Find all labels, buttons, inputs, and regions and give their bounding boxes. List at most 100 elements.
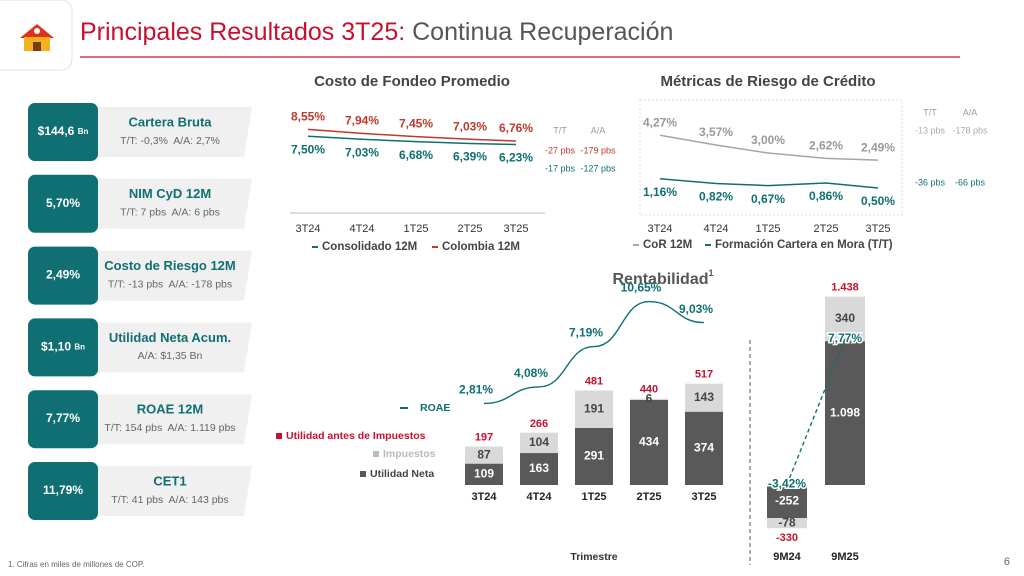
change-note: -17 pbs — [545, 163, 576, 173]
kpi-tile — [28, 462, 98, 520]
kpi-panel — [90, 322, 252, 373]
total-label: 197 — [475, 431, 493, 443]
total-label: 266 — [530, 418, 548, 430]
bar-label: 104 — [529, 435, 549, 449]
x-tick-label: 2T25 — [813, 223, 838, 235]
roae-line — [786, 338, 846, 485]
x-tick-label: 4T24 — [526, 491, 552, 503]
change-note: -66 pbs — [955, 177, 986, 187]
series-line — [307, 128, 517, 142]
x-tick-label: 3T25 — [503, 223, 528, 235]
kpi-panel — [90, 466, 252, 516]
page-number: 6 — [1004, 556, 1010, 568]
bar-label: 434 — [639, 435, 659, 449]
kpi-value-number: 2,49% — [46, 268, 80, 282]
kpi-tile — [28, 318, 98, 377]
x-tick-label: 4T24 — [349, 223, 374, 235]
kpi-tile — [28, 103, 98, 161]
bar-label: 6 — [646, 392, 653, 406]
data-label: 7,94% — [345, 114, 379, 128]
total-label: 440 — [640, 384, 658, 396]
footnote: 1. Cifras en miles de millones de COP. — [8, 560, 144, 569]
kpi-value: 11,79% — [43, 483, 83, 497]
bar-segment — [520, 432, 558, 454]
kpi-detail: T/T: 41 pbs A/A: 143 pbs — [111, 494, 228, 506]
bar-segment — [630, 398, 668, 400]
kpi-label: Cartera Bruta — [128, 114, 212, 129]
change-note: -13 pbs — [915, 125, 946, 135]
data-label: 0,67% — [751, 192, 785, 206]
kpi-label: Costo de Riesgo 12M — [104, 258, 235, 273]
change-header: A/A — [963, 107, 978, 117]
x-tick-label: 2T25 — [636, 491, 661, 503]
bar-segment — [520, 453, 558, 485]
data-label: 7,45% — [399, 117, 433, 131]
kpi-detail: T/T: 7 pbs A/A: 6 pbs — [120, 207, 220, 219]
data-label: 8,55% — [291, 110, 325, 124]
bar-label: 374 — [694, 441, 714, 455]
kpi-panel — [90, 178, 252, 229]
kpi-value: $144,6 Bn — [38, 124, 89, 138]
bar-label: 340 — [835, 311, 855, 325]
bar-segment — [685, 411, 723, 485]
data-label: 3,57% — [699, 125, 733, 139]
bar-label: 109 — [474, 466, 494, 480]
x-tick-label: 9M24 — [773, 551, 801, 563]
title-text: Rentabilidad — [612, 271, 708, 288]
legend-label: Colombia 12M — [442, 241, 520, 253]
kpi-detail: T/T: 154 pbs A/A: 1.119 pbs — [104, 422, 235, 434]
x-tick-label: 3T25 — [865, 223, 890, 235]
legend-swatch — [276, 433, 282, 439]
kpi-label: ROAE 12M — [137, 402, 203, 417]
legend-label: ROAE — [420, 402, 450, 414]
data-label: 3,00% — [751, 133, 785, 147]
legend-swatch — [373, 451, 379, 457]
kpi-detail: T/T: -0,3% A/A: 2,7% — [120, 135, 220, 147]
change-note: -178 pbs — [952, 125, 988, 135]
data-label: 0,50% — [861, 194, 895, 208]
change-note: -27 pbs — [545, 145, 576, 155]
kpi-value-number: $1,10 — [41, 340, 71, 354]
data-label: 6,39% — [453, 150, 487, 164]
kpi-label: CET1 — [153, 473, 186, 488]
data-label: 6,68% — [399, 148, 433, 162]
kpi-value: 5,70% — [46, 196, 80, 210]
roae-label: 10,65% — [621, 281, 662, 295]
legend-label: Impuestos — [383, 448, 436, 460]
change-header: T/T — [923, 107, 937, 117]
bar-segment — [575, 390, 613, 428]
legend-swatch — [360, 471, 366, 477]
bar-segment — [825, 296, 865, 342]
roae-label: 7,77% — [828, 331, 862, 345]
kpi-tile — [28, 174, 98, 233]
data-label: 2,49% — [861, 140, 895, 154]
data-label: 4,27% — [643, 115, 677, 129]
legend-label: CoR 12M — [643, 239, 692, 251]
bar-label: -252 — [775, 494, 799, 508]
total-label: 517 — [695, 369, 713, 381]
legend-label: Utilidad Neta — [370, 468, 434, 480]
data-label: 6,23% — [499, 151, 533, 165]
logo-frame — [0, 0, 73, 71]
kpi-value: 2,49% — [46, 268, 80, 282]
total-label: -330 — [776, 532, 798, 544]
x-tick-label: 1T25 — [755, 223, 780, 235]
kpi-panel — [90, 250, 252, 301]
change-header: T/T — [553, 125, 567, 135]
data-label: 1,16% — [643, 185, 677, 199]
kpi-detail: T/T: -13 pbs A/A: -178 pbs — [108, 278, 232, 290]
bar-segment — [630, 399, 668, 485]
roae-label: -3,42% — [768, 477, 806, 491]
bar-segment — [767, 485, 807, 519]
data-label: 7,50% — [291, 142, 325, 156]
kpi-value-number: $144,6 — [38, 124, 75, 138]
data-label: 0,86% — [809, 189, 843, 203]
change-header: A/A — [591, 125, 606, 135]
bar-label: 1.098 — [830, 405, 860, 419]
x-axis-title: Trimestre — [570, 551, 617, 563]
data-label: 2,62% — [809, 138, 843, 152]
kpi-tile — [28, 390, 98, 449]
data-label: 7,03% — [345, 145, 379, 159]
data-label: 6,76% — [499, 121, 533, 135]
